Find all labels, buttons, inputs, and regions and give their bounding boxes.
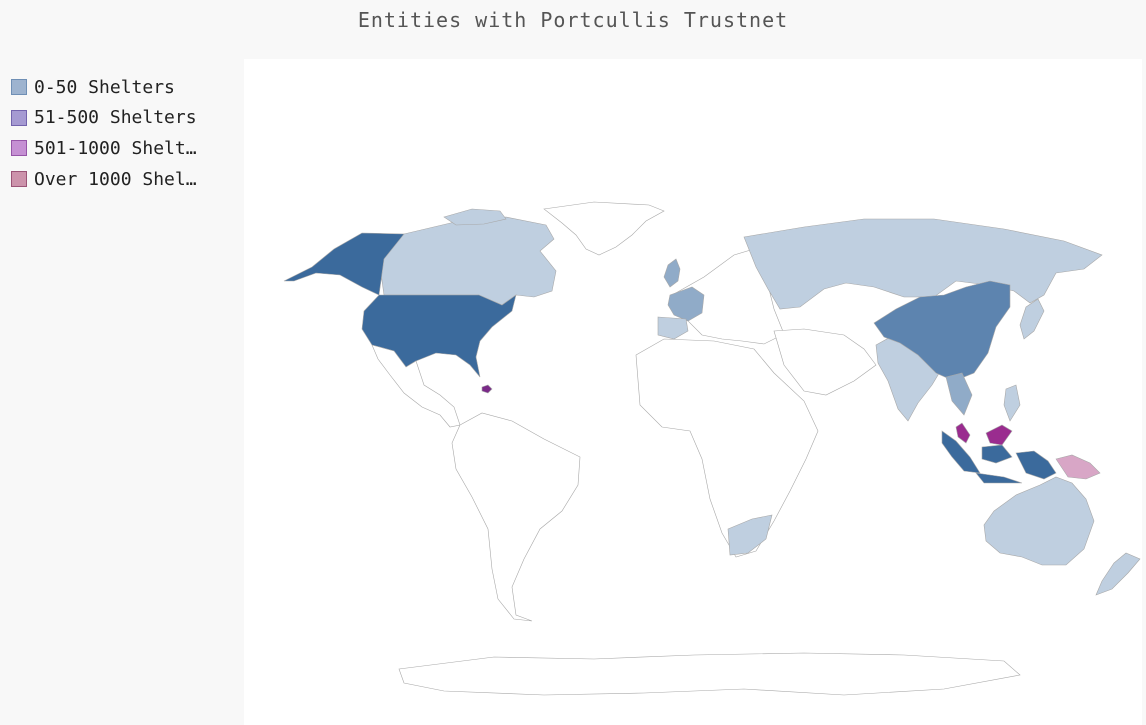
- country-spain[interactable]: [657, 316, 689, 340]
- country-philippines[interactable]: [1003, 384, 1021, 422]
- country-japan[interactable]: [1019, 298, 1045, 340]
- region-europe[interactable]: [673, 248, 785, 345]
- legend-item[interactable]: 501-1000 Shelters: [11, 133, 231, 164]
- legend-label: 501-1000 Shelters: [34, 137, 206, 159]
- country-papua-new-guinea[interactable]: [1055, 454, 1101, 480]
- country-dominican-republic[interactable]: [481, 384, 493, 394]
- country-russia[interactable]: [743, 218, 1103, 310]
- country-indonesia[interactable]: [941, 430, 1057, 484]
- country-united-kingdom[interactable]: [663, 258, 681, 288]
- legend-swatch-icon: [11, 109, 27, 126]
- region-south-america[interactable]: [451, 412, 581, 622]
- country-china[interactable]: [873, 280, 1011, 382]
- country-australia[interactable]: [983, 476, 1095, 566]
- region-africa[interactable]: [635, 338, 819, 558]
- legend-label: 51-500 Shelters: [34, 107, 197, 129]
- legend-swatch-icon: [11, 140, 27, 157]
- legend: 0-50 Shelters 51-500 Shelters 501-1000 S…: [11, 72, 231, 194]
- world-map[interactable]: [244, 59, 1142, 725]
- legend-swatch-icon: [11, 171, 27, 188]
- country-france[interactable]: [667, 286, 705, 322]
- region-antarctica[interactable]: [398, 652, 1021, 696]
- legend-item[interactable]: 51-500 Shelters: [11, 103, 231, 134]
- legend-swatch-icon: [11, 79, 27, 96]
- legend-item[interactable]: 0-50 Shelters: [11, 72, 231, 103]
- legend-label: Over 1000 Shelters: [34, 168, 206, 190]
- chart-title: Entities with Portcullis Trustnet: [357, 8, 789, 32]
- country-south-africa[interactable]: [727, 514, 773, 556]
- country-new-zealand[interactable]: [1095, 552, 1141, 596]
- country-canada[interactable]: [378, 216, 557, 306]
- legend-item[interactable]: Over 1000 Shelters: [11, 164, 231, 195]
- legend-label: 0-50 Shelters: [34, 76, 175, 98]
- country-canada-islands[interactable]: [443, 208, 507, 226]
- country-malaysia[interactable]: [955, 422, 1013, 446]
- country-vietnam[interactable]: [945, 372, 973, 416]
- region-middle-east[interactable]: [773, 328, 877, 396]
- map-plot-area[interactable]: [244, 59, 1142, 725]
- country-greenland[interactable]: [543, 201, 665, 256]
- country-alaska[interactable]: [283, 232, 405, 296]
